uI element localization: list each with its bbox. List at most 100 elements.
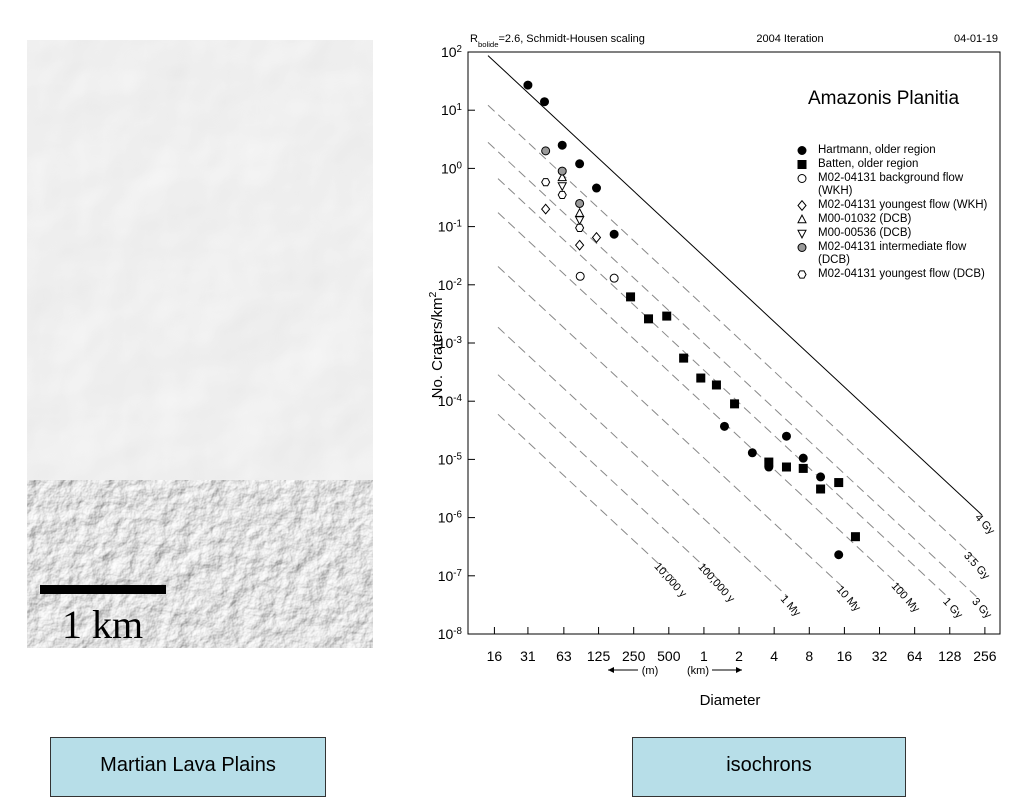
legend-label: M02-04131 youngest flow (WKH) (818, 199, 988, 211)
point (557, 190, 567, 200)
y-tick-label: 10-6 (438, 509, 463, 526)
slide: 1 km Rbolide=2.6, Schmidt-Housen scaling… (27, 33, 1001, 797)
point (797, 146, 807, 155)
y-tick-label: 100 (441, 160, 463, 177)
legend-marker (797, 243, 807, 252)
point (541, 178, 551, 187)
point (626, 292, 636, 302)
isochron-label: 10 My (834, 584, 863, 615)
legend-entry: M00-00536 (DCB) (796, 227, 996, 240)
point (557, 182, 568, 192)
x-axis-label: Diameter (700, 692, 761, 709)
isochron-label: 1 Gy (940, 596, 965, 622)
isochron-label: 100 My (889, 580, 922, 615)
point (609, 229, 619, 239)
legend-label: M02-04131 youngest flow (DCB) (818, 268, 985, 280)
point (764, 457, 774, 467)
point (557, 171, 568, 182)
point (574, 239, 585, 251)
point (850, 532, 860, 542)
isochron (497, 212, 908, 594)
point (523, 80, 533, 90)
point (609, 273, 619, 283)
lava-image (27, 40, 373, 648)
legend-marker (797, 174, 807, 183)
point (696, 373, 706, 383)
y-tick-label: 10-8 (438, 626, 463, 643)
isochron-label: 100,000 y (695, 561, 737, 605)
legend-marker (797, 146, 807, 155)
isochron (497, 178, 951, 600)
isochron (497, 266, 849, 593)
point (662, 311, 672, 321)
x-tick-label: 500 (657, 648, 681, 664)
legend-entry: M02-04131 intermediate flow (DCB) (796, 241, 996, 267)
legend-label: Batten, older region (818, 158, 919, 170)
point (797, 199, 807, 212)
legend-label: M00-01032 (DCB) (818, 213, 912, 225)
slide-canvas: 1 km Rbolide=2.6, Schmidt-Housen scaling… (27, 33, 1001, 709)
isochron (487, 55, 983, 516)
isochron (497, 413, 675, 579)
y-axis-label: No. Craters/km2 (427, 291, 446, 398)
x-tick-label: 31 (520, 648, 536, 664)
unit-label: (km) (687, 665, 709, 677)
unit-label: (m) (642, 665, 659, 677)
legend-entry: M02-04131 youngest flow (WKH) (796, 199, 996, 212)
y-tick-label: 10-5 (438, 451, 463, 468)
legend-entry: Batten, older region (796, 158, 996, 171)
isochron (497, 326, 789, 598)
point (541, 203, 551, 215)
point (644, 314, 654, 324)
point (797, 174, 807, 183)
point (797, 270, 807, 279)
legend-entry: Hartmann, older region (796, 144, 996, 157)
legend: Hartmann, older region Batten, older regi… (796, 144, 996, 282)
scale-label: 1 km (62, 602, 143, 647)
isochrons (487, 55, 983, 600)
legend-label: M00-00536 (DCB) (818, 227, 912, 239)
x-tick-label: 256 (973, 648, 997, 664)
y-tick-label: 10-2 (438, 276, 462, 293)
point (747, 448, 757, 458)
y-tick-label: 102 (441, 44, 462, 61)
legend-marker (797, 160, 807, 169)
caption-box: isochrons (632, 737, 906, 797)
legend-marker (797, 270, 807, 279)
isochron-label: 4 Gy (972, 512, 997, 538)
x-tick-label: 8 (805, 648, 813, 664)
point (781, 462, 791, 472)
point (797, 243, 807, 252)
legend-label: Hartmann, older region (818, 144, 936, 156)
point (574, 207, 585, 217)
legend-entry: M02-04131 background flow (WKH) (796, 172, 996, 198)
x-tick-label: 2 (735, 648, 743, 664)
point (816, 472, 826, 482)
x-tick-label: 16 (837, 648, 853, 664)
x-tick-label: 4 (770, 648, 778, 664)
arrow-head (608, 667, 614, 673)
x-tick-label: 16 (487, 648, 503, 664)
legend-label: M02-04131 intermediate flow (DCB) (818, 241, 967, 266)
x-tick-label: 125 (587, 648, 611, 664)
point (575, 271, 585, 281)
point (575, 159, 585, 169)
legend-title: Amazonis Planitia (808, 88, 959, 109)
point (541, 146, 551, 156)
arrow-head (736, 667, 742, 673)
point (575, 223, 585, 232)
isochron-label: 1 My (778, 593, 803, 619)
point (591, 231, 602, 244)
point (557, 166, 567, 176)
point (719, 421, 729, 431)
point (797, 160, 807, 169)
x-tick-label: 32 (872, 648, 888, 664)
point (575, 198, 585, 208)
scale-bar (40, 585, 166, 594)
legend-marker (797, 199, 807, 212)
isochron-label: 3.5 Gy (961, 550, 992, 582)
legend-marker (797, 214, 807, 224)
x-tick-label: 128 (938, 648, 962, 664)
legend-entry: M00-01032 (DCB) (796, 213, 996, 226)
point (798, 463, 808, 473)
